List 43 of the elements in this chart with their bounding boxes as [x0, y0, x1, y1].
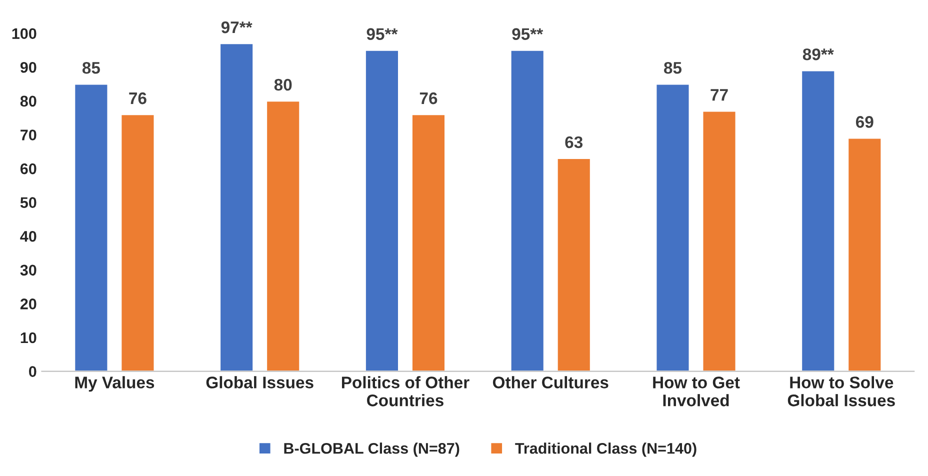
bar	[847, 137, 882, 372]
bar	[510, 50, 545, 372]
data-label: 77	[710, 89, 728, 101]
y-tick-label: 100	[12, 28, 36, 40]
y-tick-label: 40	[20, 230, 36, 242]
y-tick-label: 20	[20, 298, 36, 310]
bar	[364, 50, 400, 372]
y-tick-label: 30	[20, 264, 36, 276]
bar	[219, 42, 254, 372]
data-label: 63	[565, 136, 583, 148]
x-tick-label: Politics of Other Countries	[342, 376, 470, 406]
bar	[120, 114, 156, 372]
x-tick-label: Other Cultures	[492, 376, 608, 388]
data-label: 80	[274, 78, 292, 91]
y-tick-label: 70	[20, 130, 36, 140]
y-tick-label: 80	[20, 96, 36, 107]
x-tick-label: How to Get Involved	[653, 376, 740, 406]
bar	[266, 100, 301, 372]
y-tick-label: 50	[20, 197, 36, 208]
y-tick-label: 0	[29, 366, 36, 377]
x-tick-label: How to Solve Global Issues	[788, 376, 895, 406]
data-label: 97**	[221, 21, 252, 34]
y-tick-label: 60	[20, 163, 36, 174]
data-label: 85	[82, 62, 100, 74]
bar	[74, 83, 109, 372]
y-tick-label: 10	[20, 332, 36, 344]
data-label: 85	[664, 62, 682, 74]
x-tick-label: Global Issues	[206, 376, 314, 388]
data-label: 76	[129, 92, 146, 104]
data-label: 76	[420, 92, 438, 104]
legend-label: B-GLOBAL Class (N=87)	[284, 442, 460, 457]
data-label: 95**	[366, 28, 398, 40]
bar	[655, 83, 690, 372]
bar	[800, 70, 836, 372]
bar	[556, 158, 592, 372]
bar	[702, 110, 737, 372]
data-label: 89**	[802, 48, 834, 60]
data-label: 95**	[512, 28, 544, 40]
legend-label: Traditional Class (N=140)	[515, 442, 696, 457]
data-label: 69	[856, 116, 874, 128]
x-tick-label: My Values	[75, 376, 154, 392]
bar	[411, 114, 446, 372]
y-tick-label: 90	[20, 62, 36, 73]
